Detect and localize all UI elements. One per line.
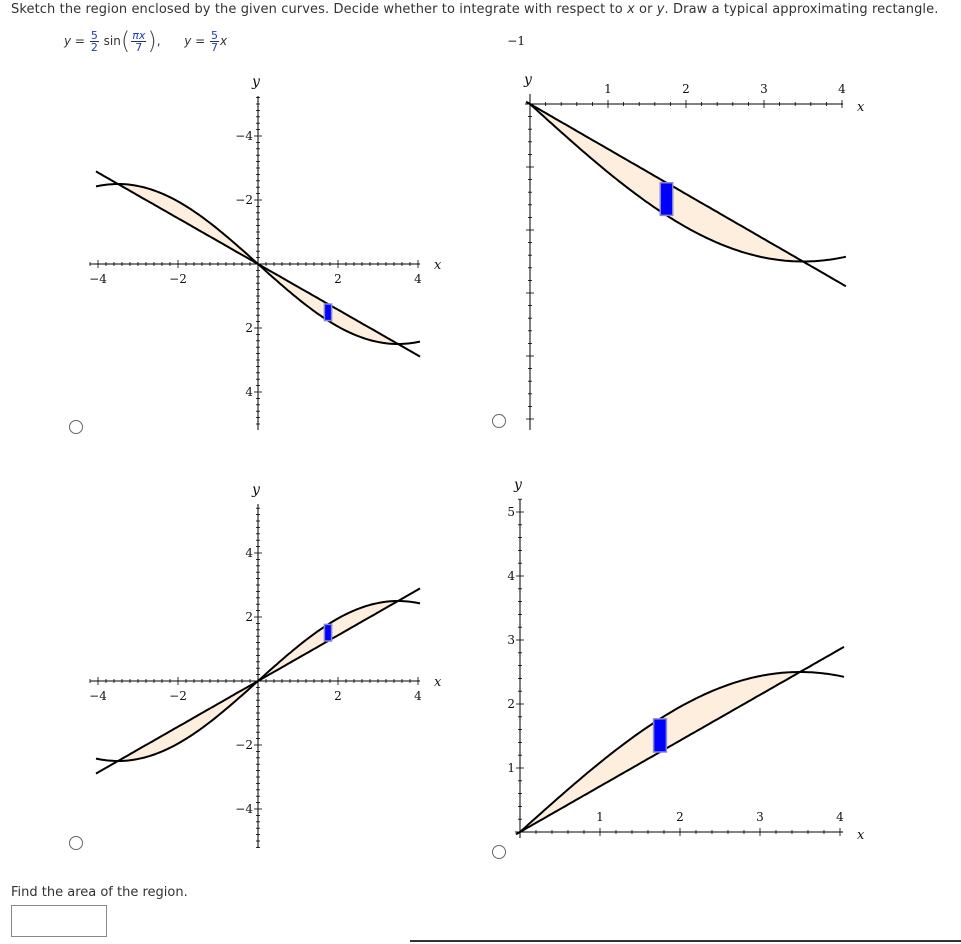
x-axis-label: x — [857, 100, 865, 115]
x-tick-label: 4 — [414, 272, 422, 286]
sine-curve — [519, 671, 845, 833]
eq1-argument: πx 7 — [131, 28, 147, 54]
x-tick-label: −2 — [169, 689, 187, 703]
x-tick-label: 4 — [836, 810, 844, 824]
radio-option-graph-1[interactable] — [69, 420, 83, 434]
radio-option-graph-4[interactable] — [492, 845, 506, 859]
instructions-var-x: x — [626, 2, 635, 17]
approx-rectangle — [323, 623, 333, 642]
y-tick-label: −2 — [235, 193, 253, 207]
y-tick-label: 2 — [507, 697, 515, 711]
y-axis-label: y — [513, 477, 523, 493]
x-axis-label: x — [434, 258, 442, 273]
y-tick-label: 4 — [507, 569, 515, 583]
radio-option-graph-3[interactable] — [69, 836, 83, 850]
instructions: Sketch the region enclosed by the given … — [11, 2, 938, 17]
y-tick-label: 4 — [245, 546, 253, 560]
instructions-text-2: . Draw a typical approximating rectangle… — [664, 2, 939, 17]
y-tick-label: 1 — [507, 761, 515, 775]
y-tick-label: 3 — [507, 633, 515, 647]
line-curve — [95, 170, 421, 358]
eq2-coef-den: 7 — [211, 40, 219, 54]
x-tick-label: 3 — [756, 810, 764, 824]
x-tick-label: 1 — [596, 810, 604, 824]
x-axis-label: x — [434, 675, 442, 690]
y-tick-label: −2 — [235, 738, 253, 752]
x-tick-label: 4 — [838, 82, 846, 96]
y-tick-label: 2 — [245, 610, 253, 624]
divider — [410, 940, 961, 942]
eq1-arg-num: πx — [131, 28, 147, 42]
y-tick-label: −4 — [235, 129, 253, 143]
eq1-coef-den: 2 — [90, 40, 98, 54]
line-curve — [525, 100, 847, 288]
x-tick-label: 2 — [676, 810, 684, 824]
line-curve — [95, 587, 421, 775]
instructions-var-y: y — [656, 2, 665, 17]
x-tick-label: −4 — [89, 272, 107, 286]
line-curve — [515, 646, 845, 836]
instructions-text-1: Sketch the region enclosed by the given … — [11, 2, 627, 17]
x-tick-label: 3 — [760, 82, 768, 96]
graph-1: −4 −2 2 4 4 2 −2 −4 x y — [89, 74, 442, 430]
eq1-func: sin — [103, 34, 121, 48]
eq1-arg-den: 7 — [135, 40, 143, 54]
eq2-lhs: y = — [184, 34, 206, 48]
x-tick-label: −2 — [169, 272, 187, 286]
x-tick-label: −4 — [89, 689, 107, 703]
instructions-or: or — [634, 2, 657, 17]
y-tick-label: 2 — [245, 321, 253, 335]
eq1-paren-open: ( — [120, 27, 131, 55]
graph-3: −4 −2 2 4 4 2 −2 −4 x y — [89, 482, 442, 848]
sine-curve — [529, 103, 847, 263]
y-tick-label: −4 — [235, 802, 253, 816]
y-tick-label: 4 — [245, 385, 253, 399]
x-tick-label: 2 — [682, 82, 690, 96]
area-answer-input[interactable] — [11, 905, 107, 937]
area-question: Find the area of the region. — [11, 885, 188, 900]
y-axis-label: y — [251, 482, 261, 498]
eq1-lhs: y = — [64, 34, 85, 48]
y-tick-label: 5 — [507, 505, 515, 519]
eq-separator: , — [156, 34, 161, 48]
eq2-coef-num: 5 — [210, 28, 220, 42]
y-axis-label: y — [251, 74, 261, 90]
approx-rectangle — [659, 182, 674, 217]
approx-rectangle — [652, 718, 668, 753]
x-tick-label: 2 — [334, 689, 342, 703]
x-tick-label: 4 — [414, 689, 422, 703]
y-axis-label: y — [523, 72, 533, 88]
eq1-paren-close: ) — [147, 27, 157, 55]
approx-rectangle — [323, 303, 333, 322]
x-tick-label: 1 — [604, 82, 612, 96]
x-axis-label: x — [857, 828, 865, 843]
eq2-var: x — [220, 34, 228, 48]
eq1-coef-num: 5 — [89, 28, 99, 42]
y-tick-label: −1 — [507, 34, 525, 48]
graph-4: 1 2 3 4 5 4 3 2 1 x y — [507, 477, 865, 843]
x-tick-label: 2 — [334, 272, 342, 286]
radio-option-graph-2[interactable] — [492, 414, 506, 428]
